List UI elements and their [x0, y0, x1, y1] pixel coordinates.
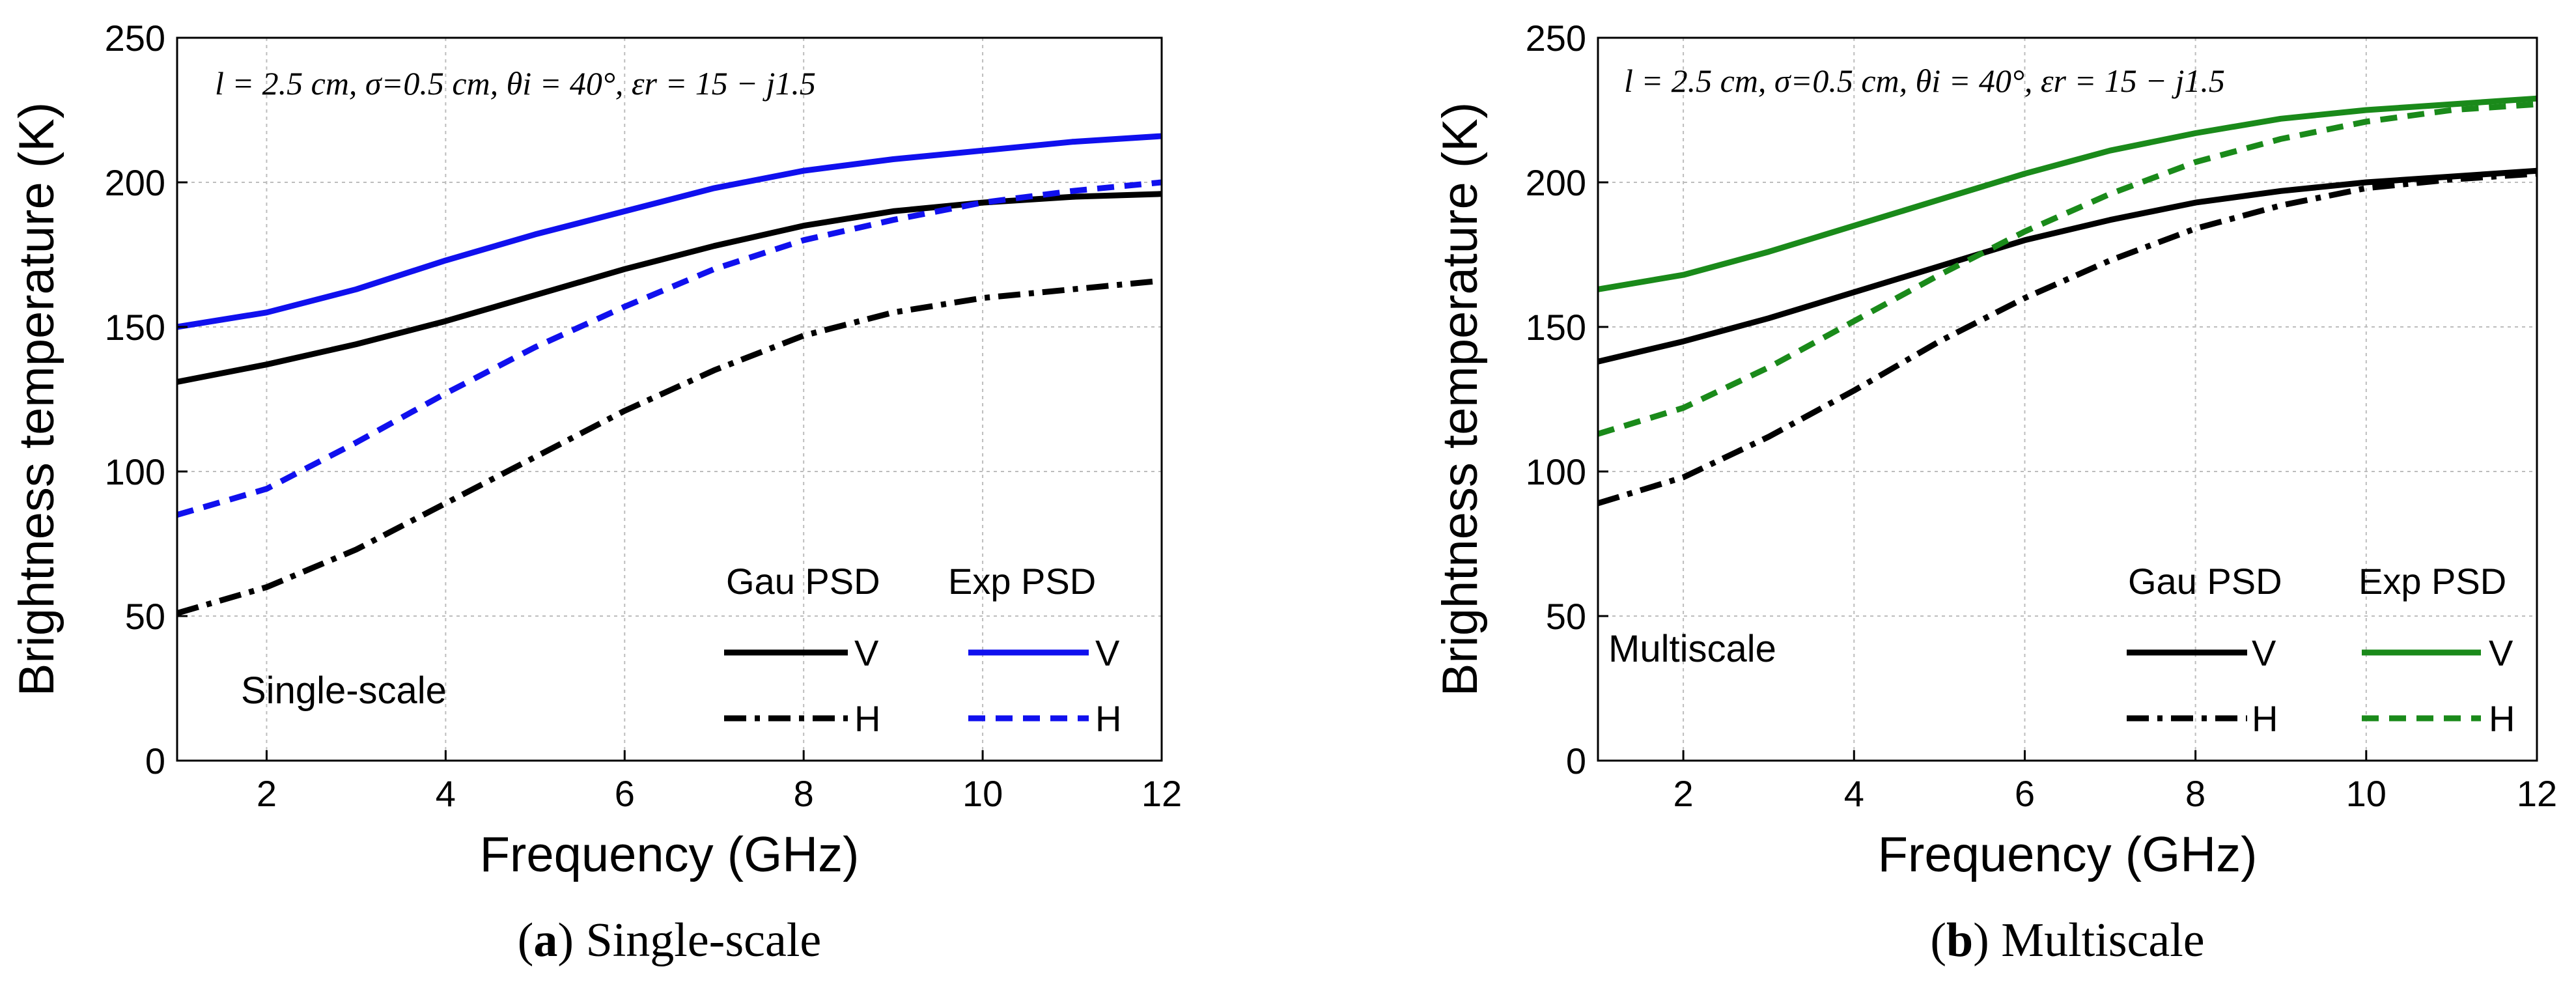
y-tick-label: 100 [1526, 451, 1586, 492]
legend-label: H [2489, 698, 2515, 739]
x-tick-label: 10 [2346, 773, 2387, 814]
plot-frame [176, 36, 1163, 762]
legend-label: V [1095, 632, 1120, 673]
legend-label: V [854, 632, 879, 673]
plot-frame [1597, 36, 2538, 762]
y-tick-label: 150 [105, 307, 165, 348]
y-tick-label: 50 [125, 596, 165, 637]
series-line-gau-psd-v [176, 191, 1162, 385]
series-line-gau-psd-h [1597, 171, 2538, 507]
series-line-exp-psd-h [176, 179, 1162, 518]
chart-panel-multiscale: 2 4 6 8 10 12 0 50 100 150 200 250 Frequency (GHz) Br… [1433, 18, 2557, 967]
y-tick-label: 250 [105, 18, 165, 59]
chart-panel-single-scale: 2 4 6 8 10 12 0 50 100 150 200 250 Frequency (GHz) Br… [9, 18, 1182, 967]
series-line-gau-psd-h [176, 277, 1162, 616]
panel-caption: (a) Single-scale [518, 914, 821, 967]
x-tick-label: 6 [2015, 773, 2035, 814]
series-line-gau-psd-v [1597, 167, 2538, 365]
parameter-text: l = 2.5 cm, σ=0.5 cm, θi = 40°, εr = 15 … [1624, 63, 2225, 99]
legend-header-gau: Gau PSD [2128, 561, 2282, 602]
y-tick-label: 100 [105, 451, 165, 492]
series-line-exp-psd-h [1597, 101, 2538, 437]
y-tick-label: 50 [1546, 596, 1586, 637]
y-tick-label: 250 [1526, 18, 1586, 59]
x-tick-label: 2 [257, 773, 277, 814]
x-tick-label: 10 [962, 773, 1003, 814]
legend-header-exp: Exp PSD [2359, 561, 2506, 602]
x-axis-label: Frequency (GHz) [480, 827, 860, 882]
series-line-exp-psd-v [1597, 95, 2538, 292]
series-line-exp-psd-v [176, 133, 1162, 330]
legend-label: V [2489, 632, 2513, 673]
x-tick-label: 4 [1844, 773, 1864, 814]
x-tick-label: 12 [2517, 773, 2557, 814]
legend-header-gau: Gau PSD [726, 561, 880, 602]
y-tick-label: 150 [1526, 307, 1586, 348]
scale-annotation: Multiscale [1608, 628, 1776, 670]
x-tick-label: 4 [436, 773, 456, 814]
x-tick-label: 12 [1141, 773, 1182, 814]
x-tick-label: 8 [2185, 773, 2205, 814]
x-axis-label: Frequency (GHz) [1878, 827, 2258, 882]
x-tick-label: 2 [1673, 773, 1694, 814]
y-tick-label: 200 [105, 162, 165, 203]
legend-label: V [2252, 632, 2276, 673]
legend-label: H [854, 698, 880, 739]
y-axis-label: Brightness temperature (K) [9, 102, 64, 696]
scale-annotation: Single-scale [241, 669, 447, 712]
legend-label: H [2252, 698, 2278, 739]
x-tick-label: 6 [615, 773, 635, 814]
legend-label: H [1095, 698, 1121, 739]
y-axis-label: Brightness temperature (K) [1433, 102, 1488, 696]
legend-header-exp: Exp PSD [948, 561, 1096, 602]
y-tick-label: 0 [145, 740, 165, 781]
x-tick-label: 8 [794, 773, 814, 814]
parameter-text: l = 2.5 cm, σ=0.5 cm, θi = 40°, εr = 15 … [215, 65, 816, 102]
y-tick-label: 200 [1526, 162, 1586, 203]
panel-caption: (b) Multiscale [1930, 914, 2204, 967]
y-tick-label: 0 [1566, 740, 1586, 781]
